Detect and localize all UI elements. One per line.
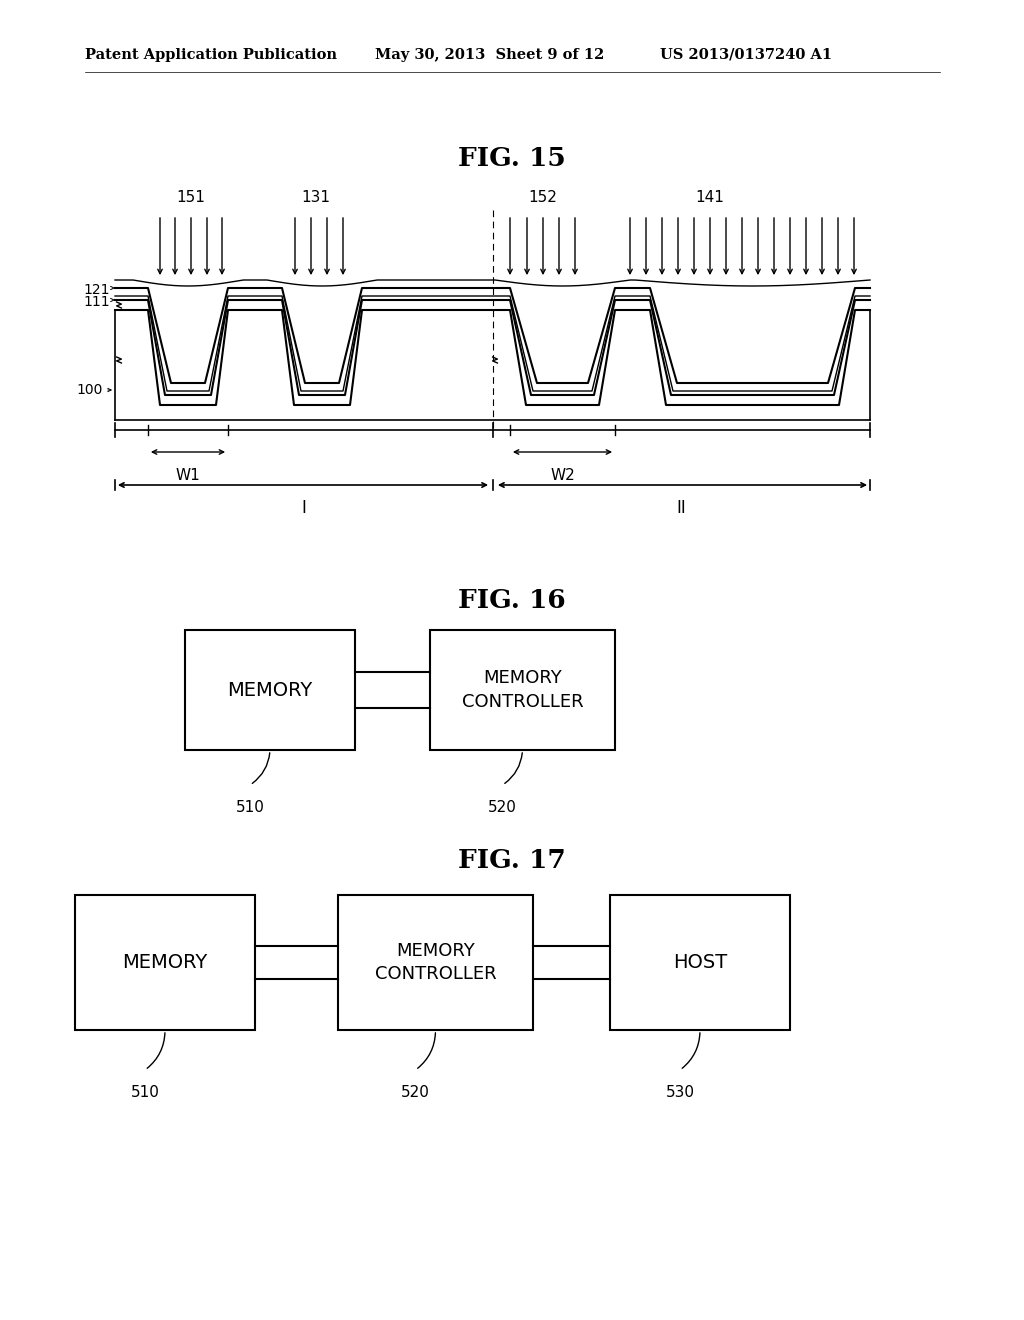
Text: W2: W2 <box>550 469 574 483</box>
Text: Patent Application Publication: Patent Application Publication <box>85 48 337 62</box>
Text: 131: 131 <box>301 190 331 205</box>
Text: 520: 520 <box>401 1085 430 1100</box>
Text: 151: 151 <box>176 190 206 205</box>
Text: 152: 152 <box>528 190 557 205</box>
Bar <box>338 895 534 1030</box>
Text: 111: 111 <box>83 294 110 309</box>
Text: MEMORY
CONTROLLER: MEMORY CONTROLLER <box>462 669 584 710</box>
Text: MEMORY
CONTROLLER: MEMORY CONTROLLER <box>375 941 497 983</box>
Bar <box>610 895 790 1030</box>
Bar <box>75 895 255 1030</box>
Text: II: II <box>677 499 686 517</box>
Text: 100: 100 <box>77 383 103 397</box>
Text: 520: 520 <box>488 800 517 814</box>
Text: 121: 121 <box>84 282 110 297</box>
Text: I: I <box>301 499 306 517</box>
Text: May 30, 2013  Sheet 9 of 12: May 30, 2013 Sheet 9 of 12 <box>375 48 604 62</box>
Text: FIG. 16: FIG. 16 <box>458 587 566 612</box>
Text: US 2013/0137240 A1: US 2013/0137240 A1 <box>660 48 833 62</box>
Text: 510: 510 <box>131 1085 160 1100</box>
Text: MEMORY: MEMORY <box>227 681 312 700</box>
Text: FIG. 17: FIG. 17 <box>458 847 566 873</box>
Text: FIG. 15: FIG. 15 <box>458 145 566 170</box>
Text: 510: 510 <box>236 800 264 814</box>
Text: W1: W1 <box>176 469 201 483</box>
Text: HOST: HOST <box>673 953 727 972</box>
Text: MEMORY: MEMORY <box>123 953 208 972</box>
Text: 141: 141 <box>695 190 724 205</box>
Bar <box>430 630 615 750</box>
Bar <box>185 630 355 750</box>
Text: 530: 530 <box>666 1085 694 1100</box>
